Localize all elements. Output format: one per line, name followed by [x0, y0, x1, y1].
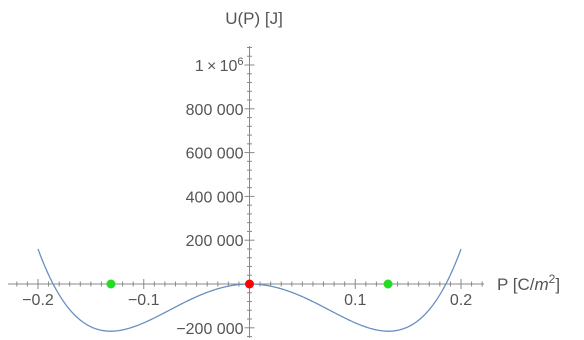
equilibrium-point — [383, 279, 393, 289]
x-axis-label-unit: m — [534, 275, 548, 294]
y-tick-label: 200 000 — [186, 233, 244, 250]
x-tick-label: 0.1 — [344, 292, 366, 309]
labels-layer: −0.2 −0.1 0.1 0.2 −200 000 200 000 400 000 600 … — [22, 56, 472, 338]
origin-point — [245, 279, 254, 289]
x-tick-label: −0.2 — [22, 292, 54, 309]
y-tick-label: 400 000 — [186, 189, 244, 206]
y-tick-label: 800 000 — [186, 102, 244, 119]
equilibrium-point — [106, 279, 116, 289]
x-axis-label-tail: ] — [555, 275, 560, 294]
x-axis-label: P [C/m2] — [497, 272, 560, 294]
x-tick-label: 0.2 — [450, 292, 472, 309]
x-axis-label-base: P [C/ — [497, 275, 535, 294]
y-tick-label: −200 000 — [176, 321, 243, 338]
y-axis-label: U(P) [J] — [225, 9, 283, 28]
y-tick-label: 600 000 — [186, 146, 244, 163]
points-layer — [106, 279, 393, 289]
y-tick-label-top-exp: 6 — [237, 56, 243, 68]
y-tick-label-top: 1 × 106 — [195, 56, 244, 75]
y-tick-label-top-base: 1 × 10 — [195, 58, 238, 75]
x-axis-label-exponent: 2 — [549, 272, 556, 286]
x-tick-label: −0.1 — [128, 292, 160, 309]
